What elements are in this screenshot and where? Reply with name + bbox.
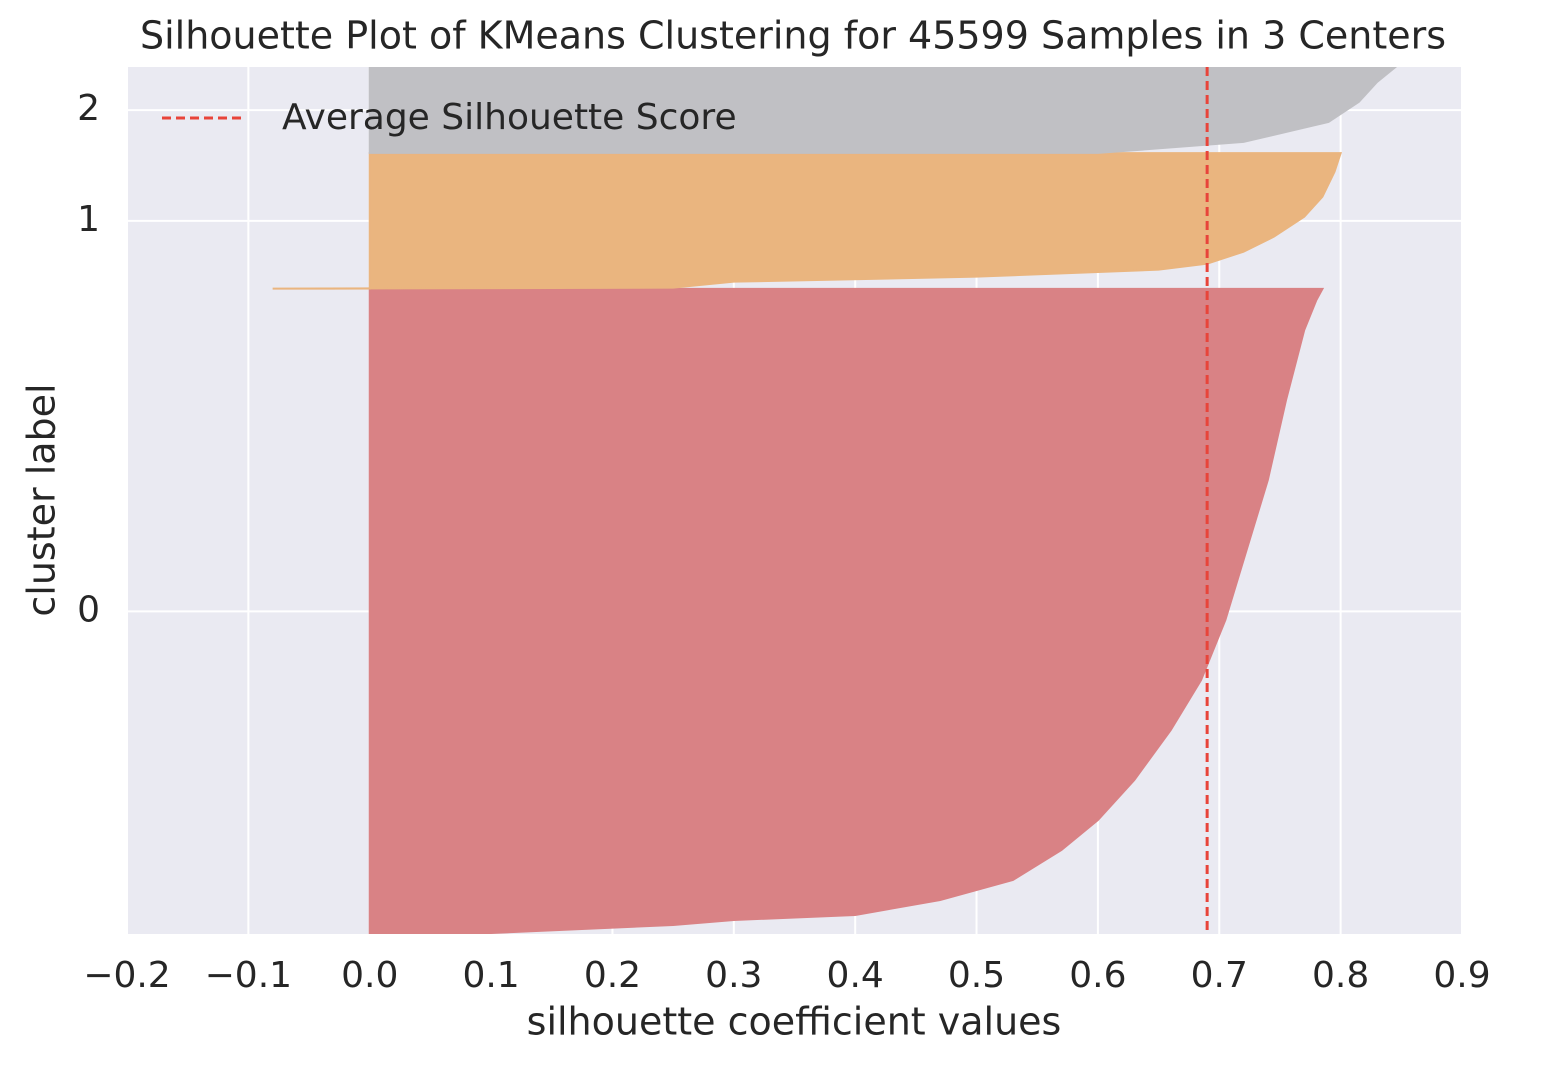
overlay: −0.2 −0.1 0.0 0.1 0.2 0.3 0.4 0.5 0.6 0.7 0.8 0.9 0 1… <box>77 67 1491 996</box>
x-tick-label: 0.0 <box>341 955 398 996</box>
silhouette-area <box>368 67 1398 154</box>
y-axis-label: cluster label <box>20 383 64 616</box>
y-tick-label: 1 <box>77 199 100 240</box>
chart-title: Silhouette Plot of KMeans Clustering for… <box>140 14 1446 58</box>
legend-label: Average Silhouette Score <box>282 97 737 138</box>
x-tick-label: 0.8 <box>1312 955 1369 996</box>
silhouettes <box>272 67 1398 934</box>
x-tick-label: 0.1 <box>462 955 519 996</box>
x-tick-label: 0.5 <box>948 955 1005 996</box>
silhouette-area <box>368 287 1325 934</box>
x-tick-label: 0.7 <box>1191 955 1248 996</box>
x-tick-label: 0.2 <box>584 955 641 996</box>
x-tick-label: 0.6 <box>1069 955 1126 996</box>
x-tick-label: −0.1 <box>205 955 292 996</box>
x-tick-label: −0.2 <box>83 955 170 996</box>
silhouette-area <box>272 152 1343 290</box>
x-tick-label: 0.9 <box>1433 955 1490 996</box>
x-tick-label: 0.3 <box>705 955 762 996</box>
x-tick-label: 0.4 <box>827 955 884 996</box>
y-tick-label: 0 <box>77 589 100 630</box>
y-tick-label: 2 <box>77 88 100 129</box>
x-axis-label: silhouette coefficient values <box>527 1000 1062 1044</box>
